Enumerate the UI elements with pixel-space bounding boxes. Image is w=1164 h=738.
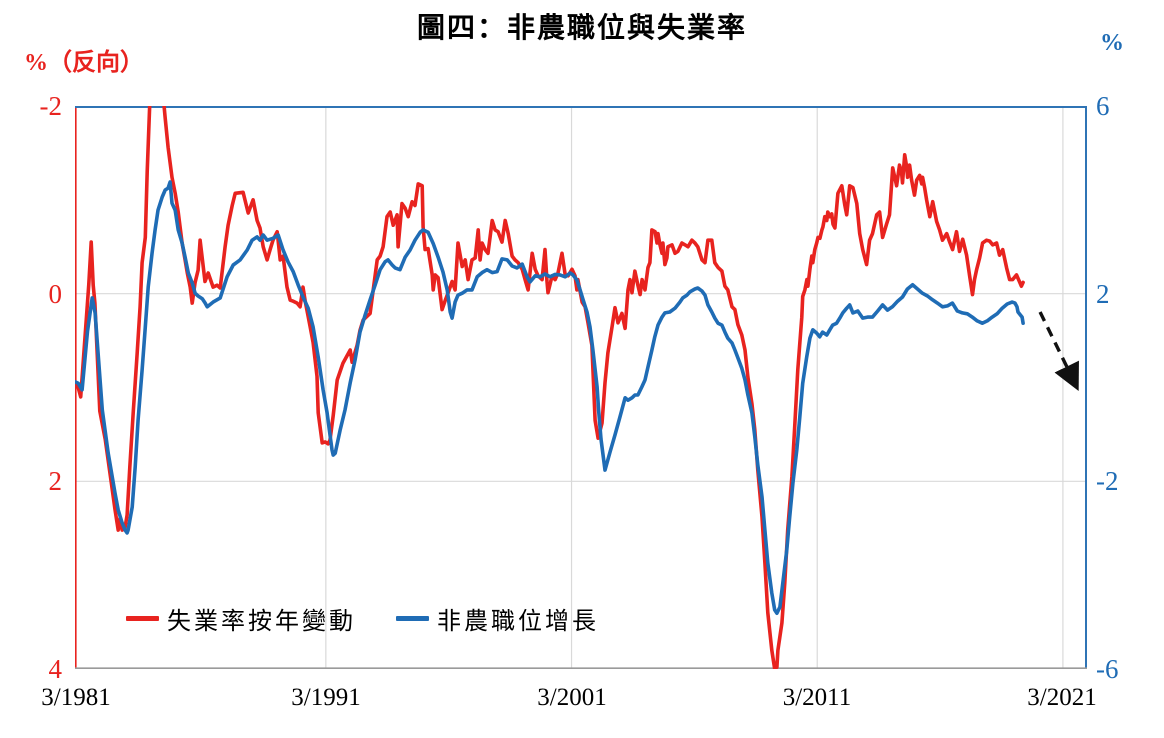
left-axis-tick: 4 bbox=[48, 654, 63, 684]
x-axis-tick: 3/1981 bbox=[41, 684, 111, 711]
red-line-swatch-icon bbox=[126, 615, 159, 621]
legend-label: 非農職位增長 bbox=[437, 608, 599, 635]
legend-item-unemployment: 失業率按年變動 bbox=[126, 601, 356, 636]
x-axis-tick: 3/2021 bbox=[1027, 684, 1097, 711]
right-axis-tick: -6 bbox=[1096, 654, 1119, 684]
left-axis-tick: -2 bbox=[39, 91, 63, 121]
right-axis-tick: 6 bbox=[1096, 91, 1110, 121]
plot-area bbox=[75, 106, 1087, 669]
payrolls-line bbox=[75, 180, 1025, 616]
x-axis-tick: 3/2011 bbox=[782, 684, 852, 711]
right-axis-tick: 2 bbox=[1096, 279, 1110, 309]
right-axis-unit-label: % bbox=[1100, 30, 1124, 56]
left-axis-tick: 0 bbox=[48, 279, 63, 309]
forecast-arrow bbox=[1038, 311, 1079, 392]
x-axis-tick: 3/2001 bbox=[537, 684, 607, 711]
left-axis-tick: 2 bbox=[48, 466, 63, 496]
right-axis-tick: -2 bbox=[1096, 466, 1119, 496]
blue-line-swatch-icon bbox=[396, 615, 429, 621]
chart-title: 圖四：非農職位與失業率 bbox=[416, 13, 747, 44]
x-axis-tick: 3/1991 bbox=[291, 684, 361, 711]
legend-item-payrolls: 非農職位增長 bbox=[396, 601, 599, 636]
legend: 失業率按年變動 非農職位增長 bbox=[126, 601, 599, 635]
left-axis-unit-label: %（反向） bbox=[24, 50, 144, 76]
legend-label: 失業率按年變動 bbox=[167, 608, 356, 635]
unemployment-line bbox=[75, 106, 1025, 669]
